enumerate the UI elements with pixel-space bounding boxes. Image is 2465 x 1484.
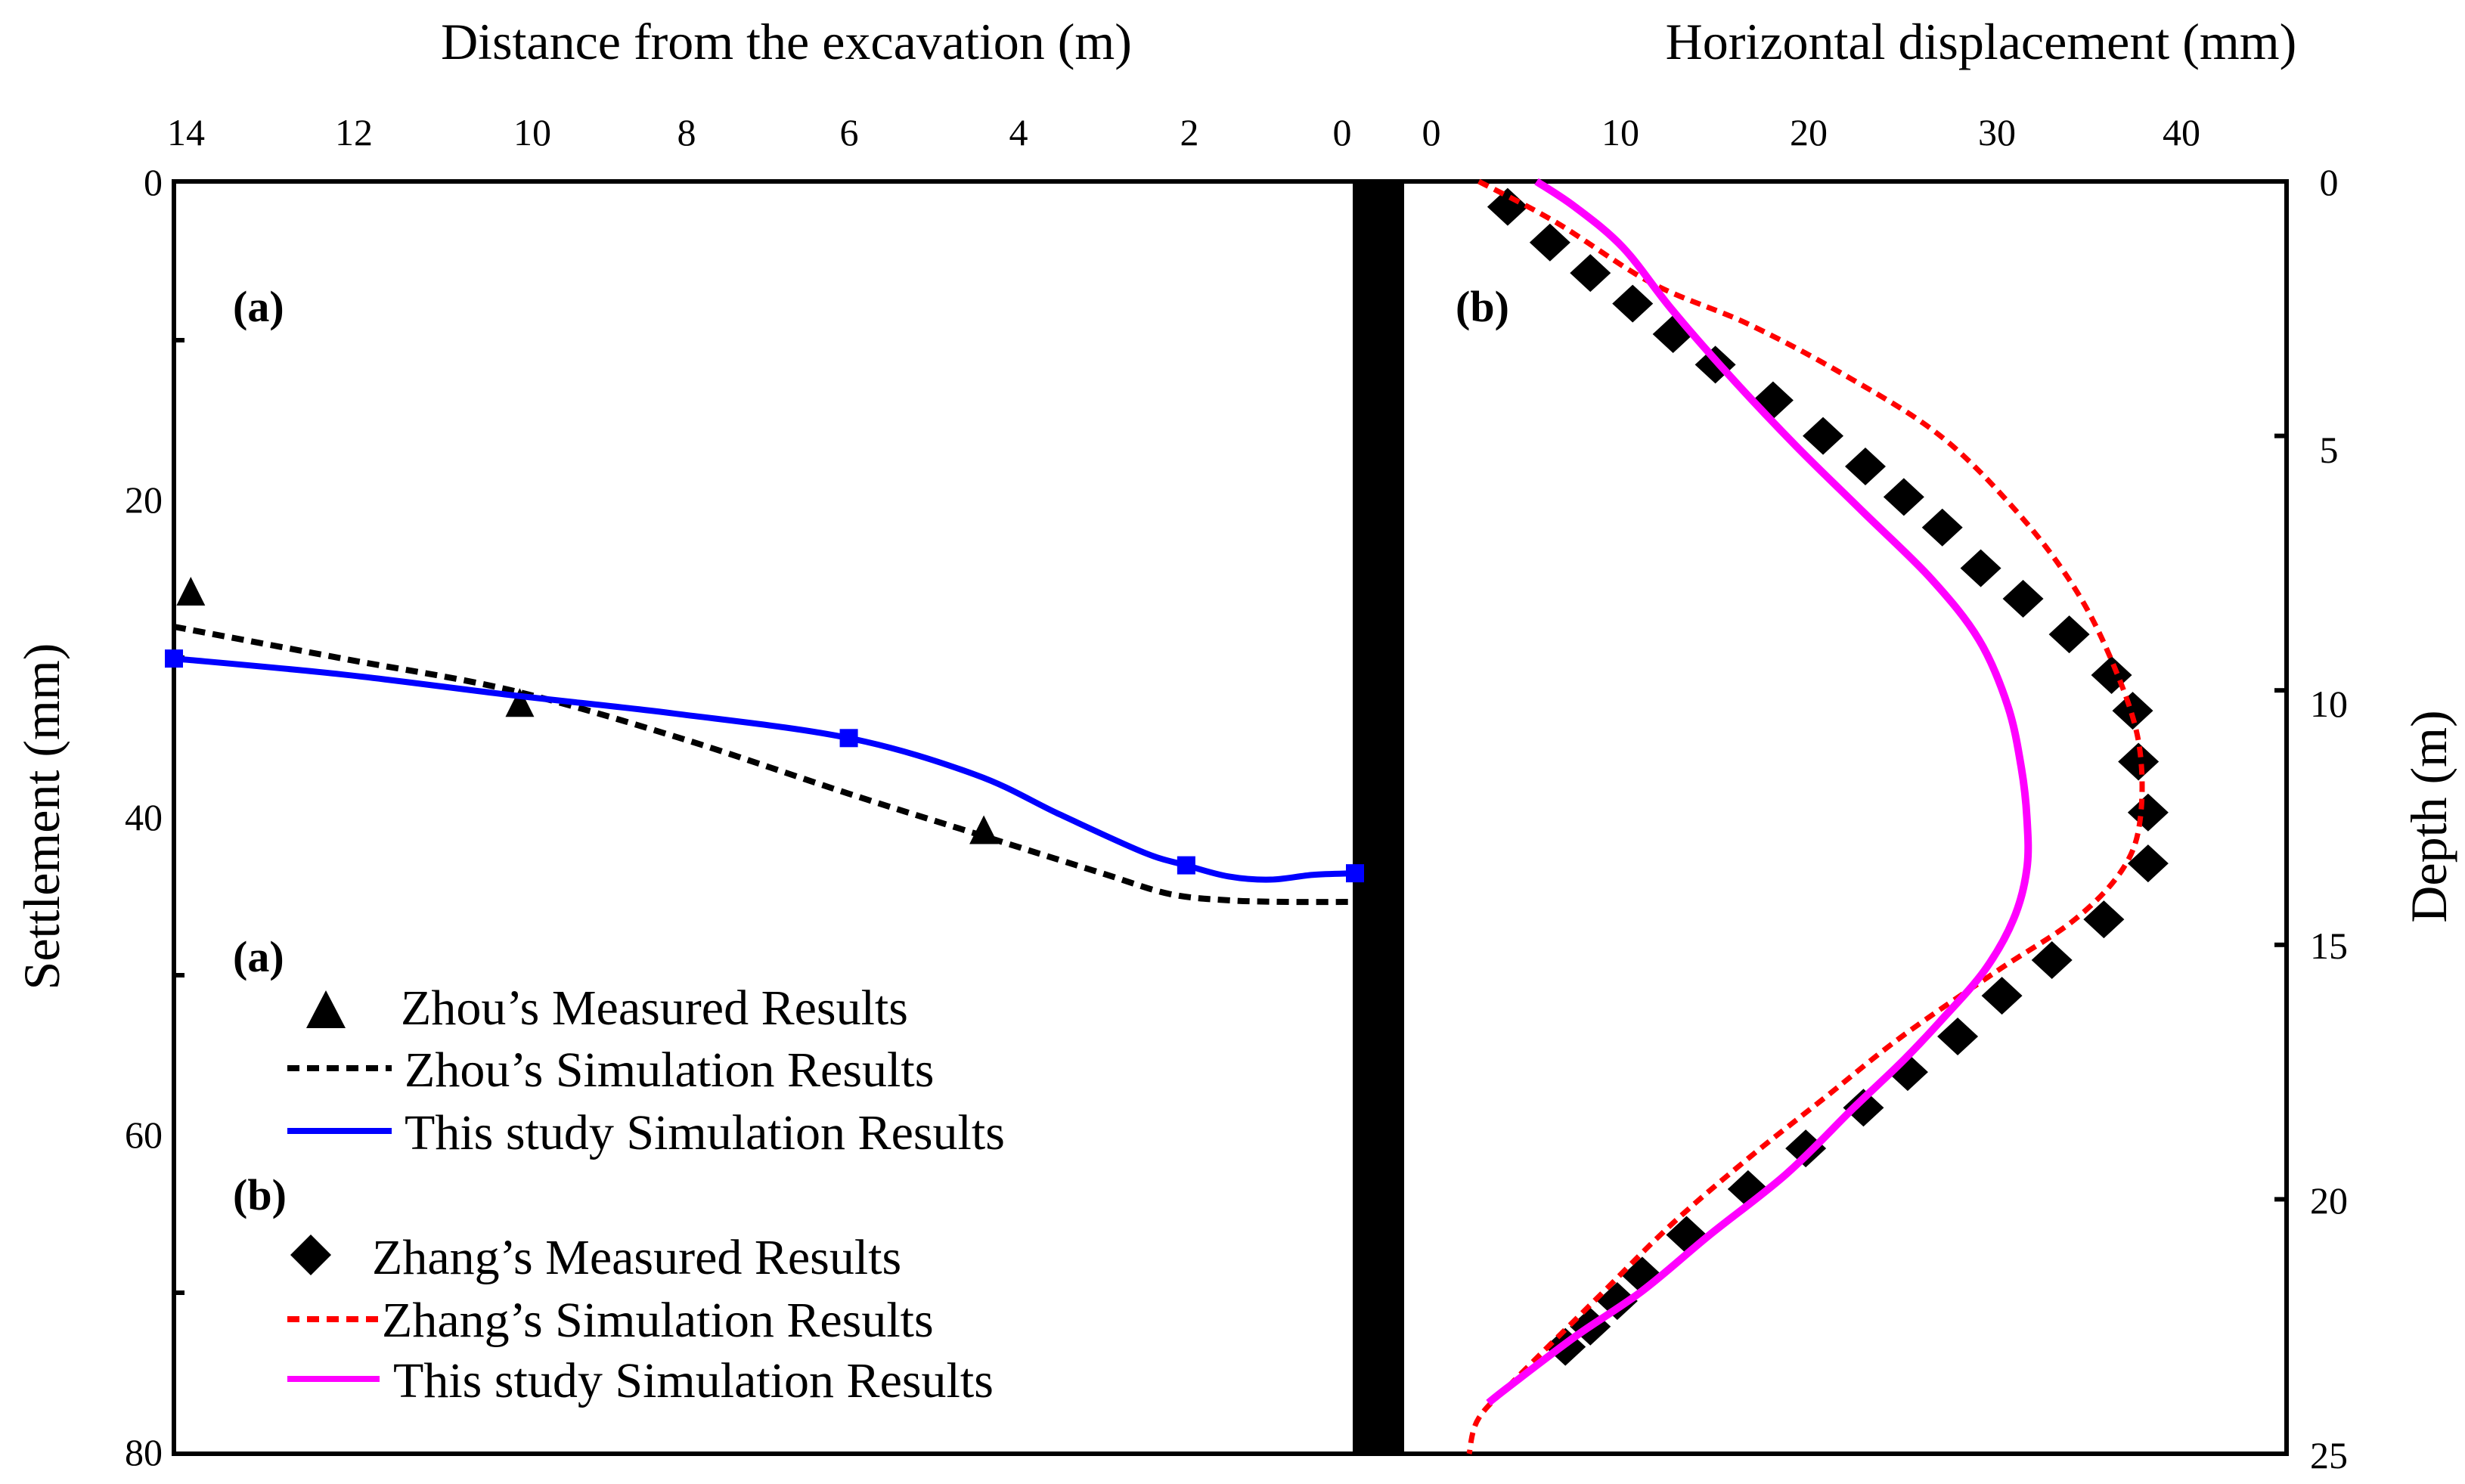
- panel-b-x-axis-title: Horizontal displacement (mm): [1666, 13, 2297, 70]
- series-line-this-study-simulation-results: [173, 655, 1356, 883]
- panel-b-x-tick: 0: [1422, 111, 1441, 153]
- panel-a-y-tick: 80: [125, 1431, 163, 1473]
- series-line-zhang-s-simulation-results: [1466, 178, 2145, 1455]
- panel-a-y-tick: 20: [125, 479, 163, 521]
- panel-a-x-tick: 14: [167, 111, 205, 153]
- series-line-this-study-simulation-results: [1486, 178, 2032, 1406]
- data-point-diamond: [1883, 478, 1924, 516]
- panel-a-label: (a): [233, 282, 284, 331]
- data-point-diamond: [1843, 1089, 1884, 1127]
- panel-a-y-ticks: 0 20 40 60 80: [125, 161, 163, 1473]
- panel-b-x-tick: 20: [1790, 111, 1828, 153]
- data-point-diamond: [2031, 940, 2073, 979]
- data-point-diamond: [2112, 692, 2153, 730]
- data-point-diamond: [1612, 284, 1654, 323]
- legend-item-zhang-measured: Zhang’s Measured Results: [372, 1230, 901, 1285]
- data-point-diamond: [1921, 508, 1963, 547]
- panel-b-y-tick: 25: [2310, 1434, 2348, 1476]
- panel-a-x-tick: 4: [1009, 111, 1028, 153]
- panel-b-y-tick: 5: [2320, 429, 2339, 471]
- data-point-square: [1177, 856, 1195, 875]
- legend-item-this-study-a: This study Simulation Results: [405, 1105, 1005, 1160]
- panel-a-x-tick: 12: [335, 111, 373, 153]
- panel-a-x-tick: 8: [677, 111, 696, 153]
- data-point-square: [1346, 864, 1364, 883]
- panel-a-x-tick: 6: [840, 111, 859, 153]
- legend-group-b-label: (b): [233, 1170, 287, 1219]
- data-point-square: [165, 649, 183, 668]
- legend-diamond-marker: [290, 1235, 331, 1275]
- data-point-diamond: [1570, 254, 1611, 293]
- data-point-diamond: [2127, 793, 2169, 832]
- panel-b-y-tick: 20: [2310, 1179, 2348, 1222]
- data-point-diamond: [1487, 187, 1528, 226]
- data-point-diamond: [2048, 615, 2090, 654]
- data-point-diamond: [1529, 223, 1570, 262]
- panel-b-x-tick: 40: [2163, 111, 2200, 153]
- legend-triangle-marker: [306, 990, 346, 1028]
- legend-item-zhou-simulation: Zhou’s Simulation Results: [405, 1043, 934, 1098]
- panel-a-x-tick: 0: [1333, 111, 1352, 153]
- data-point-diamond: [1937, 1017, 1979, 1055]
- data-point-triangle: [176, 576, 206, 606]
- data-point-diamond: [1596, 1282, 1638, 1321]
- panel-a-x-ticks: 14 12 10 8 6 4 2 0: [167, 111, 1352, 153]
- data-point-diamond: [1981, 977, 2023, 1015]
- legend-group-a-label: (a): [233, 932, 284, 981]
- panel-a-x-axis-title: Distance from the excavation (m): [441, 13, 1132, 70]
- data-point-diamond: [2002, 580, 2044, 618]
- data-point-diamond: [1960, 549, 2001, 587]
- panel-b-y-tick: 10: [2310, 683, 2348, 725]
- panel-divider: [1355, 179, 1402, 1456]
- panel-b-y-tick: 0: [2320, 161, 2339, 203]
- panel-a-y-axis-title: Settlement (mm): [13, 643, 70, 990]
- panel-a-y-tick: 40: [125, 796, 163, 838]
- data-point-diamond: [1844, 447, 1886, 485]
- panel-b-x-tick: 30: [1978, 111, 2016, 153]
- series-line-zhou-s-simulation-results: [173, 624, 1356, 906]
- panel-a-x-tick: 10: [513, 111, 551, 153]
- data-point-square: [839, 729, 858, 748]
- panel-b-y-tick: 15: [2310, 925, 2348, 967]
- panel-a-x-tick: 2: [1180, 111, 1199, 153]
- panel-a-y-tick: 60: [125, 1114, 163, 1156]
- panel-a-plot-area: [165, 576, 1364, 906]
- data-point-diamond: [1652, 314, 1694, 353]
- panel-b-x-tick: 10: [1601, 111, 1639, 153]
- panel-b-plot-area: [1466, 178, 2287, 1456]
- data-point-diamond: [2083, 900, 2125, 939]
- legend-item-zhou-measured: Zhou’s Measured Results: [401, 981, 908, 1036]
- panel-b-y-ticks: 0 5 10 15 20 25: [2310, 161, 2348, 1476]
- data-point-diamond: [2118, 742, 2160, 781]
- data-point-diamond: [1803, 417, 1844, 455]
- legend: (a) Zhou’s Measured Results Zhou’s Simul…: [233, 932, 1005, 1408]
- panel-b-x-ticks: 0 10 20 30 40: [1422, 111, 2201, 153]
- panel-b-frame: [1400, 179, 2289, 1456]
- panel-b-y-axis-title: Depth (m): [2400, 710, 2457, 922]
- data-point-diamond: [1785, 1129, 1827, 1168]
- data-point-diamond: [2127, 844, 2169, 883]
- data-point-triangle: [505, 688, 535, 717]
- data-point-diamond: [2091, 656, 2132, 695]
- panel-a-y-tick: 0: [144, 161, 163, 203]
- legend-item-zhang-simulation: Zhang’s Simulation Results: [382, 1293, 934, 1348]
- legend-item-this-study-b: This study Simulation Results: [393, 1353, 994, 1408]
- data-point-diamond: [1752, 381, 1794, 420]
- panel-b-label: (b): [1456, 282, 1509, 331]
